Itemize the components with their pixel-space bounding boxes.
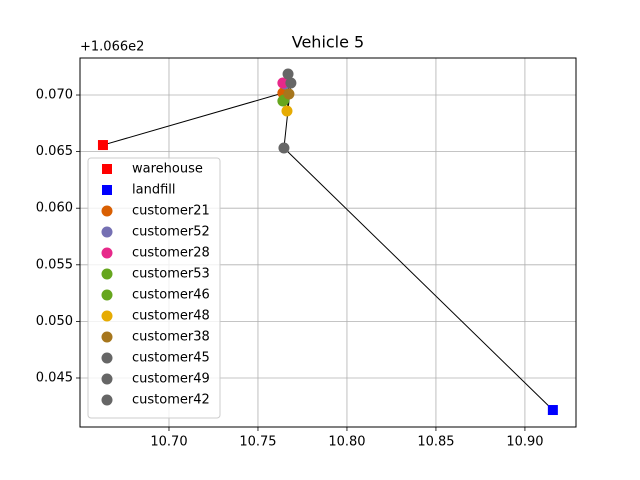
y-tick-label: 0.070 [36, 88, 73, 103]
legend-marker [101, 352, 113, 364]
y-offset-label: +1.066e2 [80, 40, 144, 55]
data-point [283, 88, 295, 100]
legend-marker [101, 289, 113, 301]
legend-label: customer45 [132, 351, 210, 366]
legend-box [87, 157, 221, 419]
legend-marker [101, 226, 113, 238]
legend-label: customer42 [132, 393, 210, 408]
legend-marker [101, 247, 113, 259]
data-point [97, 140, 108, 151]
legend-marker [101, 310, 113, 322]
legend-marker [102, 164, 112, 174]
legend-label: customer52 [132, 225, 210, 240]
y-tick-label: 0.055 [36, 257, 73, 272]
plot-frame [79, 57, 577, 428]
legend-label: customer53 [132, 267, 210, 282]
legend-label: customer49 [132, 372, 210, 387]
y-tick-label: 0.060 [36, 201, 73, 216]
y-tick-label: 0.050 [36, 314, 73, 329]
data-point [547, 405, 558, 416]
legend-label: customer38 [132, 330, 210, 345]
legend-label: warehouse [132, 162, 203, 177]
data-point [278, 142, 290, 154]
data-point [285, 77, 297, 89]
data-point [277, 77, 289, 89]
legend-label: customer28 [132, 246, 210, 261]
legend-label: customer46 [132, 288, 210, 303]
data-point [282, 68, 294, 80]
legend-marker [101, 373, 113, 385]
legend-marker [101, 205, 113, 217]
route-line [102, 92, 284, 146]
x-tick-label: 10.85 [417, 435, 454, 450]
y-tick-label: 0.065 [36, 144, 73, 159]
legend-marker [101, 331, 113, 343]
x-tick-label: 10.75 [239, 435, 276, 450]
x-tick-label: 10.80 [328, 435, 365, 450]
x-tick-label: 10.70 [150, 435, 187, 450]
route-line [283, 147, 554, 411]
legend-marker [101, 394, 113, 406]
x-tick-label: 10.90 [506, 435, 543, 450]
legend-marker [102, 185, 112, 195]
data-point [281, 105, 293, 117]
chart-title: Vehicle 5 [292, 33, 364, 52]
y-tick-label: 0.045 [36, 370, 73, 385]
legend-label: landfill [132, 183, 175, 198]
legend-label: customer21 [132, 204, 210, 219]
legend-label: customer48 [132, 309, 210, 324]
legend-marker [101, 268, 113, 280]
